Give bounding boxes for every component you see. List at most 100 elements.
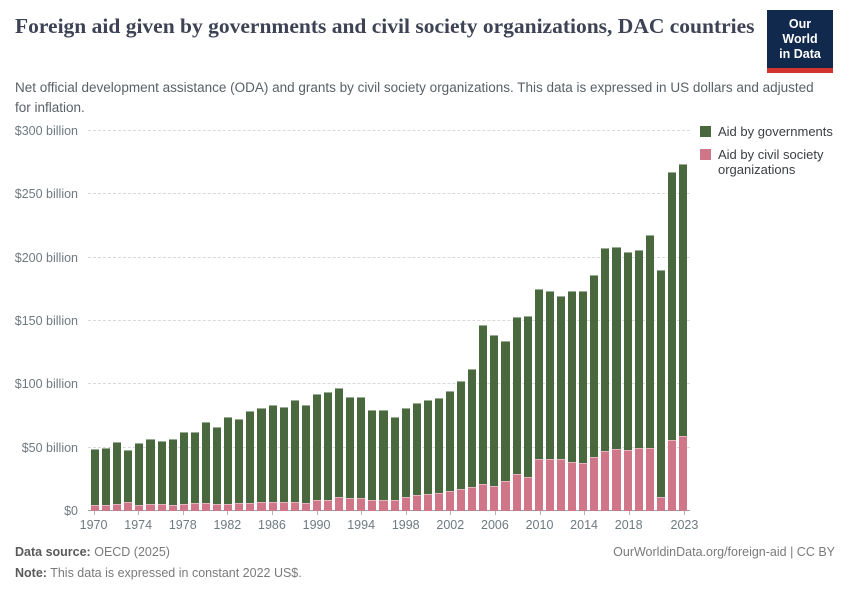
owid-logo-line1: Our World [782,17,818,46]
bar-1974[interactable] [135,442,144,511]
page-title: Foreign aid given by governments and civ… [15,14,755,38]
bar-1970[interactable] [91,448,100,511]
x-axis-tick-label-2023: 2023 [670,518,699,532]
bar-1982[interactable] [224,416,233,511]
legend-item-governments[interactable]: Aid by governments [700,124,850,140]
bar-2007[interactable] [501,341,510,511]
bar-1986[interactable] [268,404,277,511]
bar-2006[interactable] [490,334,499,511]
bar-1972[interactable] [113,441,122,511]
bar-segment-civil-society-2019 [634,448,643,511]
bar-segment-civil-society-1980 [201,503,211,511]
bar-1977[interactable] [168,439,177,511]
bar-segment-governments-1984 [246,410,255,504]
bar-1975[interactable] [146,439,155,511]
bar-1991[interactable] [323,391,333,511]
legend-item-civil-society[interactable]: Aid by civil society organizations [700,147,850,178]
bar-1985[interactable] [257,407,266,511]
bar-1979[interactable] [190,431,199,511]
bar-2022[interactable] [667,171,676,511]
bar-2005[interactable] [479,325,488,511]
bar-2012[interactable] [556,295,566,511]
bar-segment-civil-society-1974 [135,504,144,511]
footer-data-source: Data source: OECD (2025) [15,545,170,559]
bar-1980[interactable] [201,422,211,511]
bar-2004[interactable] [468,369,477,511]
bar-1992[interactable] [335,388,344,511]
bar-2015[interactable] [590,274,599,511]
bar-1998[interactable] [401,407,410,511]
bar-1983[interactable] [235,418,244,511]
bar-1999[interactable] [412,403,421,511]
bar-segment-civil-society-2012 [556,459,566,511]
bar-1976[interactable] [157,441,166,511]
bar-1973[interactable] [124,450,133,511]
bar-1978[interactable] [179,431,188,511]
bar-segment-civil-society-1979 [190,503,199,511]
bar-segment-civil-society-1972 [113,504,122,511]
footer-license-link[interactable]: OurWorldinData.org/foreign-aid | CC BY [613,545,835,559]
bar-2011[interactable] [545,290,554,511]
bar-2019[interactable] [634,250,643,511]
bar-segment-civil-society-2001 [434,493,443,511]
bar-segment-governments-2000 [423,400,432,494]
x-axis-tick-mark-1982 [227,511,229,515]
bar-segment-governments-1994 [357,397,366,499]
bar-2002[interactable] [446,390,455,511]
bar-segment-governments-1983 [235,418,244,504]
bar-2014[interactable] [579,291,588,511]
bar-segment-civil-society-2005 [479,484,488,511]
gridline-300 [88,130,690,131]
bar-2016[interactable] [601,247,610,511]
bar-segment-civil-society-2022 [667,440,676,511]
owid-logo[interactable]: Our World in Data [767,10,833,73]
bar-2008[interactable] [512,316,521,511]
bar-2020[interactable] [645,234,654,511]
bar-segment-governments-2010 [534,289,543,460]
bar-2013[interactable] [568,290,577,511]
bar-2003[interactable] [457,380,466,511]
bar-1989[interactable] [301,404,310,511]
bar-1984[interactable] [246,410,255,511]
bar-1981[interactable] [213,427,222,511]
bar-2010[interactable] [534,289,543,511]
bar-1990[interactable] [312,394,321,511]
bar-segment-governments-1980 [201,422,211,504]
bar-segment-governments-1990 [312,394,321,500]
bar-1996[interactable] [379,409,388,511]
bar-2018[interactable] [623,251,632,511]
gridline-0 [88,510,690,511]
bar-segment-governments-1992 [335,388,344,498]
bar-segment-civil-society-1996 [379,500,388,511]
bar-segment-civil-society-2009 [523,476,532,511]
bar-segment-civil-society-1994 [357,498,366,511]
bar-2001[interactable] [434,398,443,511]
bar-segment-civil-society-2006 [490,486,499,511]
bar-2017[interactable] [612,246,621,511]
bar-2023[interactable] [678,163,688,511]
footer-data-source-value: OECD (2025) [94,545,170,559]
x-axis-tick-mark-2018 [628,511,630,515]
bar-1988[interactable] [290,400,299,511]
x-axis-tick-label-1974: 1974 [124,518,153,532]
bar-segment-civil-society-2016 [601,451,610,511]
bar-segment-governments-2017 [612,246,621,449]
legend-swatch-governments [700,126,711,137]
bar-segment-civil-society-1999 [412,494,421,511]
bar-segment-civil-society-1986 [268,502,277,511]
x-axis-tick-label-2014: 2014 [570,518,598,532]
bar-1994[interactable] [357,397,366,511]
bar-segment-governments-1974 [135,442,144,505]
gridline-100 [88,383,690,385]
bar-2021[interactable] [656,270,665,511]
y-axis-tick-label-100: $100 billion [14,377,78,392]
bar-1997[interactable] [390,416,399,511]
bar-segment-governments-2011 [545,290,554,460]
bar-1971[interactable] [102,447,111,511]
bar-2000[interactable] [423,400,432,511]
bar-2009[interactable] [523,315,532,511]
bar-1993[interactable] [346,397,355,511]
bar-1995[interactable] [368,409,377,511]
bar-1987[interactable] [279,407,288,511]
legend-label-governments: Aid by governments [718,124,833,139]
